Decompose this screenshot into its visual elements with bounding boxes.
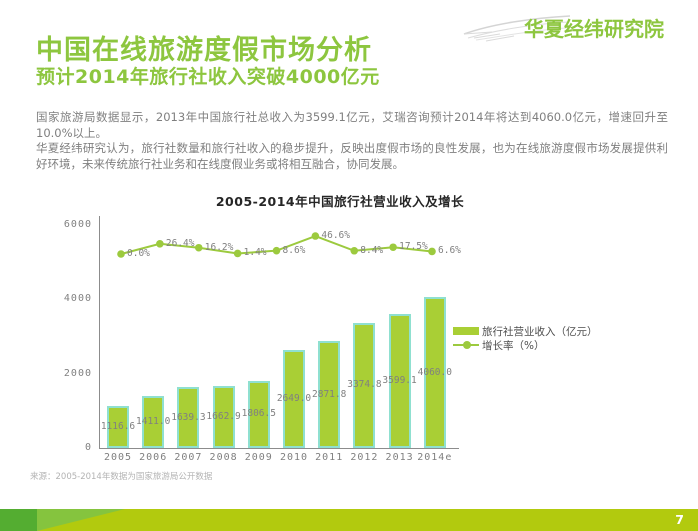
growth-line-label: 16.2% [204,241,234,253]
logo-swoosh-icon [463,15,571,42]
legend-label-growth: 增长率（%） [482,339,545,352]
bar [318,341,341,448]
bar [388,314,411,448]
growth-line-point [156,240,164,248]
x-axis-label: 2012 [350,452,379,463]
growth-line-label: 0.0% [127,248,150,259]
bar-value-label: 1639.3 [171,411,206,423]
bar-value-label: 2649.0 [276,392,312,404]
bar [212,386,235,448]
x-axis-label: 2009 [244,452,273,463]
y-tick-label: 6000 [63,219,92,230]
bar-swatch-icon [453,327,479,335]
bar-value-label: 4060.0 [417,366,452,378]
page-number: 7 [675,512,684,527]
growth-line-label: 26.4% [165,237,195,249]
chart-title: 2005-2014年中国旅行社营业收入及增长 [215,194,465,209]
growth-line-point [194,243,203,252]
y-tick-label: 4000 [63,293,92,305]
x-axis-label: 2011 [315,452,344,463]
page-title: 中国在线旅游度假市场分析 [36,35,372,66]
bar [177,387,200,448]
x-axis-label: 2005 [103,452,133,463]
body-paragraph-2: 华夏经纬研究认为，旅行社数量和旅行社收入的稳步提升，反映出度假市场的良性发展，也… [36,141,668,171]
x-axis-label: 2014e [417,452,453,463]
growth-line-point [428,247,436,256]
footer-accent-dark [0,509,37,531]
legend-label-revenue: 旅行社营业收入（亿元） [482,325,598,338]
growth-line-label: 8.6% [282,244,306,256]
footer-bar: 7 [0,509,698,531]
growth-line-label: 6.6% [438,245,461,257]
y-tick-label: 2000 [63,367,92,379]
bar-value-label: 1116.6 [100,421,136,433]
x-axis-line [99,448,459,449]
growth-line-label: 8.4% [360,244,384,256]
growth-line-label: 1.4% [243,247,267,259]
growth-line-point [350,246,359,255]
growth-line-point [117,250,125,258]
bar-value-label: 3374.8 [347,379,382,391]
y-axis-line [99,216,100,448]
growth-line-point [272,246,281,255]
growth-line-point [389,243,397,252]
bar [107,406,129,448]
growth-line-label: 17.5% [399,241,428,253]
footer-accent-wedge [37,509,125,531]
company-logo: 华夏经纬研究院 [524,17,664,41]
legend-item-revenue: 旅行社营业收入（亿元） [453,325,598,338]
page-subtitle: 预计2014年旅行社收入突破4000亿元 [36,66,380,88]
growth-line-point [233,249,242,258]
bar-value-label: 1411.0 [136,415,171,427]
x-axis-label: 2013 [385,452,414,463]
bar-value-label: 1662.9 [206,411,241,423]
bar [353,322,376,448]
y-tick-label: 0 [84,442,92,453]
bar [283,349,305,448]
growth-line-label: 46.6% [321,230,350,241]
bar-value-label: 1806.5 [241,408,276,420]
x-axis-label: 2006 [139,452,168,463]
bar-value-label: 2871.8 [312,388,347,400]
x-axis-label: 2010 [279,452,309,463]
bar [142,395,165,448]
legend-item-growth: 增长率（%） [453,339,545,352]
line-swatch-icon [453,341,479,349]
growth-line-point [311,232,320,240]
body-paragraph-1: 国家旅游局数据显示，2013年中国旅行社总收入为3599.1亿元，艾瑞咨询预计2… [36,110,668,140]
x-axis-label: 2008 [209,452,238,463]
body-text: 国家旅游局数据显示，2013年中国旅行社总收入为3599.1亿元，艾瑞咨询预计2… [36,110,668,172]
x-axis-label: 2007 [174,452,203,463]
bar-value-label: 3599.1 [382,375,417,387]
bar [247,380,270,448]
source-note: 来源：2005-2014年数据为国家旅游局公开数据 [30,472,213,482]
bar [423,297,446,448]
